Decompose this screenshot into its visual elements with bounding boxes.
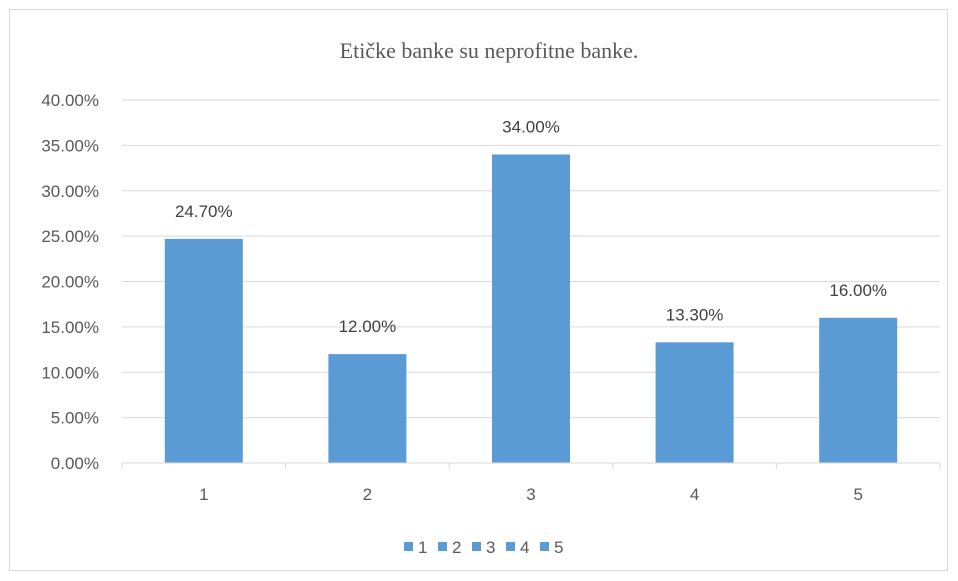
y-tick-label: 15.00% bbox=[41, 318, 99, 337]
data-label: 13.30% bbox=[666, 305, 724, 324]
bar bbox=[655, 342, 734, 463]
y-tick-label: 5.00% bbox=[51, 409, 99, 428]
data-label: 12.00% bbox=[339, 317, 397, 336]
legend-swatch bbox=[404, 542, 413, 551]
legend-label: 4 bbox=[520, 538, 529, 557]
bar bbox=[328, 354, 407, 463]
legend-swatch bbox=[472, 542, 481, 551]
y-tick-label: 20.00% bbox=[41, 273, 99, 292]
chart-title: Etičke banke su neprofitne banke. bbox=[340, 38, 639, 63]
y-tick-label: 0.00% bbox=[51, 454, 99, 473]
bar bbox=[819, 317, 898, 463]
x-tick-label: 4 bbox=[690, 485, 699, 504]
legend-label: 5 bbox=[554, 538, 563, 557]
y-tick-label: 40.00% bbox=[41, 91, 99, 110]
data-labels: 24.70% 12.00% 34.00% 13.30% 16.00% bbox=[175, 117, 887, 336]
x-tick-label: 3 bbox=[526, 485, 535, 504]
x-tick-label: 2 bbox=[363, 485, 372, 504]
x-axis: 1 2 3 4 5 bbox=[121, 462, 941, 504]
legend-swatch bbox=[506, 542, 515, 551]
legend-label: 3 bbox=[486, 538, 495, 557]
bars bbox=[164, 154, 898, 463]
y-tick-label: 30.00% bbox=[41, 182, 99, 201]
bar bbox=[492, 154, 570, 463]
data-label: 24.70% bbox=[175, 202, 233, 221]
bar bbox=[164, 238, 243, 463]
x-tick-label: 5 bbox=[853, 485, 862, 504]
legend-swatch bbox=[438, 542, 447, 551]
legend-label: 2 bbox=[452, 538, 461, 557]
y-tick-label: 35.00% bbox=[41, 136, 99, 155]
legend-swatch bbox=[540, 542, 549, 551]
y-axis-ticks: 0.00% 5.00% 10.00% 15.00% 20.00% 25.00% 30.00%… bbox=[41, 91, 99, 473]
legend-label: 1 bbox=[418, 538, 427, 557]
data-label: 34.00% bbox=[502, 117, 560, 136]
legend: 1 2 3 4 5 bbox=[404, 538, 563, 557]
y-tick-label: 10.00% bbox=[41, 363, 99, 382]
x-tick-label: 1 bbox=[199, 485, 208, 504]
y-tick-label: 25.00% bbox=[41, 227, 99, 246]
data-label: 16.00% bbox=[829, 281, 887, 300]
